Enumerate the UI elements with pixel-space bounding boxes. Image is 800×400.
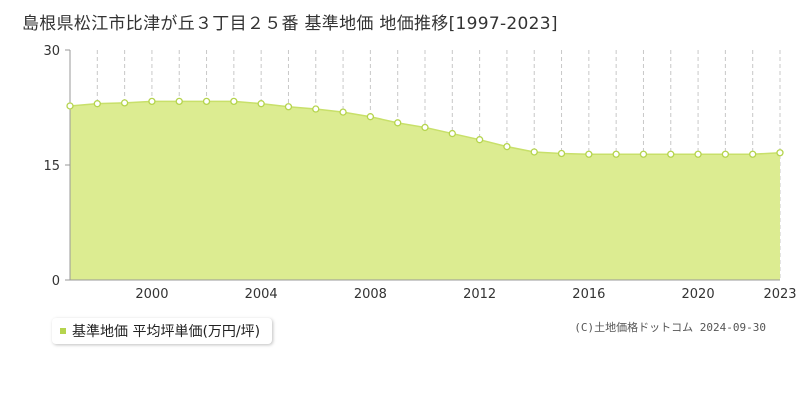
data-point	[667, 150, 675, 158]
data-point	[530, 148, 538, 156]
data-point	[694, 150, 702, 158]
x-tick-label: 2020	[682, 287, 715, 302]
x-tick-label: 2012	[463, 287, 496, 302]
x-tick-label: 2004	[245, 287, 278, 302]
tick-labels: 0 15 30 2000 2004 2008 2012 2016 2020 2023	[43, 44, 796, 302]
series-area-fill	[70, 101, 780, 280]
data-point	[503, 142, 511, 151]
data-point	[175, 97, 183, 106]
data-point	[585, 150, 593, 158]
legend-label: 基準地価 平均坪単価(万円/坪)	[72, 324, 261, 340]
data-point	[394, 119, 402, 127]
data-point	[448, 129, 456, 138]
data-point	[257, 100, 265, 108]
data-point	[120, 99, 129, 107]
data-point	[612, 150, 620, 158]
data-point	[776, 149, 784, 157]
y-tick-label: 15	[43, 159, 60, 174]
data-point	[366, 113, 375, 121]
data-point	[421, 123, 429, 132]
data-point	[339, 108, 347, 116]
axes	[65, 49, 780, 281]
data-points	[66, 97, 784, 158]
x-tick-label: 2000	[135, 287, 168, 302]
x-tick-label: 2008	[354, 287, 387, 302]
data-point	[749, 150, 757, 158]
data-point	[721, 150, 730, 158]
data-point	[66, 102, 74, 110]
x-tick-label: 2023	[763, 287, 796, 302]
chart-title: 島根県松江市比津が丘３丁目２５番 基準地価 地価推移[1997-2023]	[22, 14, 558, 34]
legend-marker-icon	[60, 328, 66, 334]
data-point	[202, 97, 211, 106]
data-point	[284, 103, 293, 111]
legend: 基準地価 平均坪単価(万円/坪)	[52, 318, 273, 344]
data-point	[475, 136, 484, 144]
data-point	[312, 105, 320, 113]
data-point	[148, 97, 156, 106]
data-point	[93, 100, 101, 108]
data-point	[639, 150, 648, 158]
data-point	[557, 149, 566, 158]
y-tick-label: 0	[52, 274, 60, 289]
credit-text: (C)土地価格ドットコム 2024-09-30	[574, 321, 766, 334]
y-tick-label: 30	[43, 44, 60, 59]
data-point	[230, 97, 238, 106]
x-tick-label: 2016	[572, 287, 605, 302]
